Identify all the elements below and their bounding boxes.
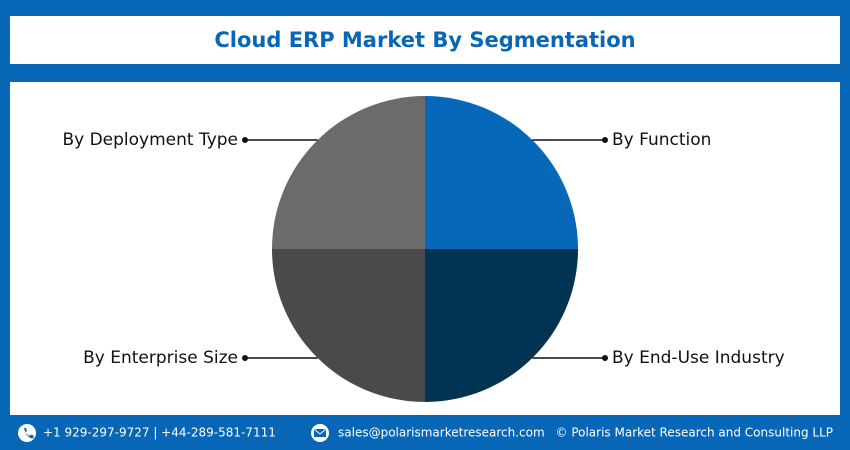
- leader-dot: [242, 137, 248, 143]
- pie-slice: [425, 96, 578, 249]
- slice-label: By Enterprise Size: [83, 348, 238, 368]
- footer-phone: +1 929-297-9727 | +44-289-581-7111: [43, 426, 276, 440]
- pie-slice: [272, 96, 425, 249]
- email-glyph: [314, 429, 326, 437]
- footer-email: sales@polarismarketresearch.com: [338, 426, 545, 440]
- slice-label: By Deployment Type: [62, 130, 238, 150]
- slice-label: By End-Use Industry: [612, 348, 785, 368]
- leader-dot: [602, 355, 608, 361]
- phone-glyph: [23, 428, 34, 439]
- chart-title: Cloud ERP Market By Segmentation: [214, 28, 635, 52]
- leader-dot: [242, 355, 248, 361]
- slice-label: By Function: [612, 130, 711, 150]
- pie-slice: [272, 249, 425, 402]
- phone-icon: [18, 424, 36, 442]
- leader-dot: [602, 137, 608, 143]
- email-flap: [313, 428, 327, 435]
- pie-slice: [425, 249, 578, 402]
- title-box: [10, 16, 840, 64]
- footer-copyright: © Polaris Market Research and Consulting…: [556, 426, 834, 440]
- pie: [272, 96, 578, 402]
